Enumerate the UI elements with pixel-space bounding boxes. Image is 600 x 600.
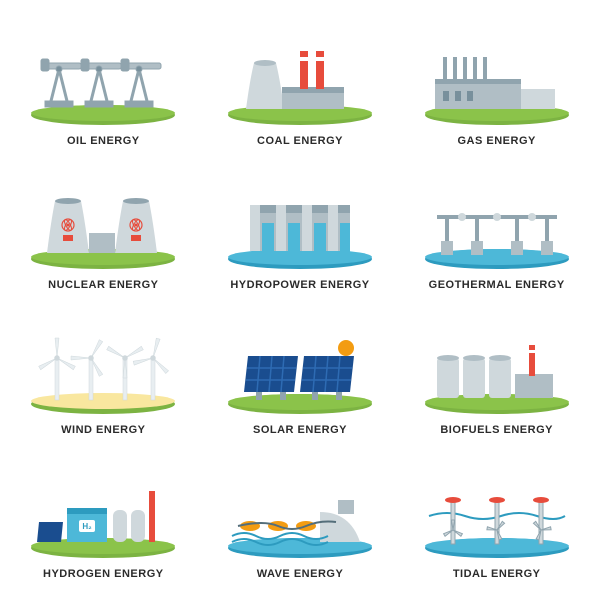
tile-label: OIL ENERGY bbox=[67, 135, 140, 147]
tile-gas: GAS ENERGY bbox=[405, 20, 588, 147]
coal-icon bbox=[220, 39, 380, 127]
hydrogen-icon: H₂ bbox=[23, 472, 183, 560]
oil-icon bbox=[23, 39, 183, 127]
tile-label: BIOFUELS ENERGY bbox=[440, 424, 553, 436]
tile-label: COAL ENERGY bbox=[257, 135, 343, 147]
biofuels-icon bbox=[417, 328, 577, 416]
wind-icon bbox=[23, 328, 183, 416]
solar-icon bbox=[220, 328, 380, 416]
tile-label: NUCLEAR ENERGY bbox=[48, 279, 158, 291]
energy-types-grid: OIL ENERGY COAL ENERGY bbox=[12, 20, 588, 580]
wave-icon bbox=[220, 472, 380, 560]
tile-wind: WIND ENERGY bbox=[12, 309, 195, 436]
tile-label: GEOTHERMAL ENERGY bbox=[429, 279, 565, 291]
tile-label: WIND ENERGY bbox=[61, 424, 145, 436]
hydropower-icon bbox=[220, 183, 380, 271]
geothermal-icon bbox=[417, 183, 577, 271]
svg-text:H₂: H₂ bbox=[83, 522, 93, 531]
gas-icon bbox=[417, 39, 577, 127]
tile-label: SOLAR ENERGY bbox=[253, 424, 347, 436]
nuclear-icon bbox=[23, 183, 183, 271]
tile-tidal: TIDAL ENERGY bbox=[405, 454, 588, 581]
tile-wave: WAVE ENERGY bbox=[209, 454, 392, 581]
tile-solar: SOLAR ENERGY bbox=[209, 309, 392, 436]
tile-geothermal: GEOTHERMAL ENERGY bbox=[405, 165, 588, 292]
tile-oil: OIL ENERGY bbox=[12, 20, 195, 147]
tile-nuclear: NUCLEAR ENERGY bbox=[12, 165, 195, 292]
tile-label: TIDAL ENERGY bbox=[453, 568, 541, 580]
tile-hydrogen: H₂ HYDROGEN ENERGY bbox=[12, 454, 195, 581]
tidal-icon bbox=[417, 472, 577, 560]
tile-label: HYDROGEN ENERGY bbox=[43, 568, 164, 580]
tile-label: HYDROPOWER ENERGY bbox=[230, 279, 369, 291]
tile-biofuels: BIOFUELS ENERGY bbox=[405, 309, 588, 436]
tile-coal: COAL ENERGY bbox=[209, 20, 392, 147]
tile-hydropower: HYDROPOWER ENERGY bbox=[209, 165, 392, 292]
tile-label: GAS ENERGY bbox=[457, 135, 535, 147]
tile-label: WAVE ENERGY bbox=[257, 568, 344, 580]
